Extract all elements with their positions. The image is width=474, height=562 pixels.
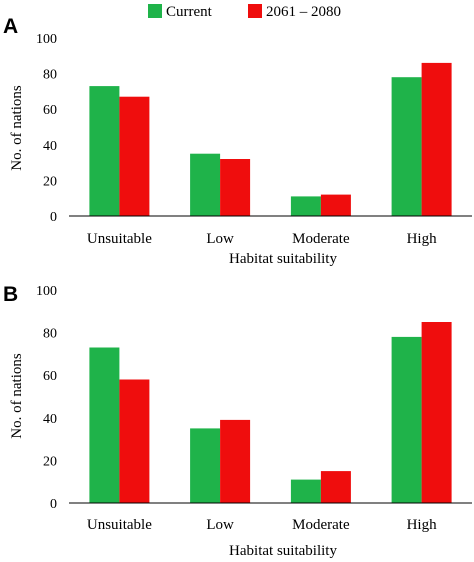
panel-label-b: B <box>3 283 18 306</box>
x-axis-title-a: Habitat suitability <box>229 251 337 267</box>
x-tick-label-b: Low <box>206 517 234 533</box>
y-tick-label-a: 60 <box>43 103 57 118</box>
bar-b-current-moderate <box>290 479 321 503</box>
bar-a-future-low <box>220 159 251 216</box>
bar-b-future-low <box>220 419 251 503</box>
y-tick-label-a: 80 <box>43 68 57 83</box>
bar-a-current-moderate <box>290 196 321 216</box>
y-tick-label-a: 100 <box>36 32 57 47</box>
y-tick-label-b: 60 <box>43 369 57 384</box>
x-tick-label-a: High <box>407 231 438 247</box>
legend: Current 2061 – 2080 <box>148 4 341 20</box>
bar-b-future-unsuitable <box>119 379 150 503</box>
y-tick-label-a: 20 <box>43 174 57 189</box>
y-tick-label-b: 80 <box>43 327 57 342</box>
chart-panel-a: A No. of nations Habitat suitability 0 20… <box>3 15 472 267</box>
x-tick-label-b: High <box>407 517 438 533</box>
x-tick-label-b: Unsuitable <box>87 517 152 533</box>
x-tick-label-a: Moderate <box>292 231 350 247</box>
y-tick-label-b: 0 <box>50 497 57 512</box>
y-tick-label-b: 20 <box>43 454 57 469</box>
bar-b-current-unsuitable <box>89 347 120 503</box>
y-axis-title-a: No. of nations <box>9 85 25 171</box>
legend-swatch-current <box>148 4 162 18</box>
bar-b-future-high <box>421 322 452 503</box>
y-tick-label-a: 0 <box>50 210 57 225</box>
bar-b-future-moderate <box>320 471 351 503</box>
bar-a-current-low <box>190 153 221 216</box>
x-tick-label-a: Unsuitable <box>87 231 152 247</box>
legend-label-future: 2061 – 2080 <box>266 4 341 20</box>
bar-a-future-moderate <box>320 194 351 216</box>
x-tick-label-b: Moderate <box>292 517 350 533</box>
bar-a-future-unsuitable <box>119 96 150 216</box>
y-tick-label-b: 40 <box>43 412 57 427</box>
y-axis-title-b: No. of nations <box>9 353 25 439</box>
x-tick-label-a: Low <box>206 231 234 247</box>
bar-a-future-high <box>421 62 452 217</box>
x-axis-title-b: Habitat suitability <box>229 543 337 559</box>
bar-b-current-low <box>190 428 221 503</box>
y-tick-label-b: 100 <box>36 284 57 299</box>
legend-swatch-future <box>248 4 262 18</box>
bar-a-current-high <box>391 77 422 216</box>
chart-panel-b: B No. of nations Habitat suitability 0 20… <box>3 283 472 559</box>
bar-a-current-unsuitable <box>89 86 120 216</box>
bar-b-current-high <box>391 336 422 503</box>
legend-label-current: Current <box>166 4 213 20</box>
panel-label-a: A <box>3 15 18 38</box>
y-tick-label-a: 40 <box>43 139 57 154</box>
